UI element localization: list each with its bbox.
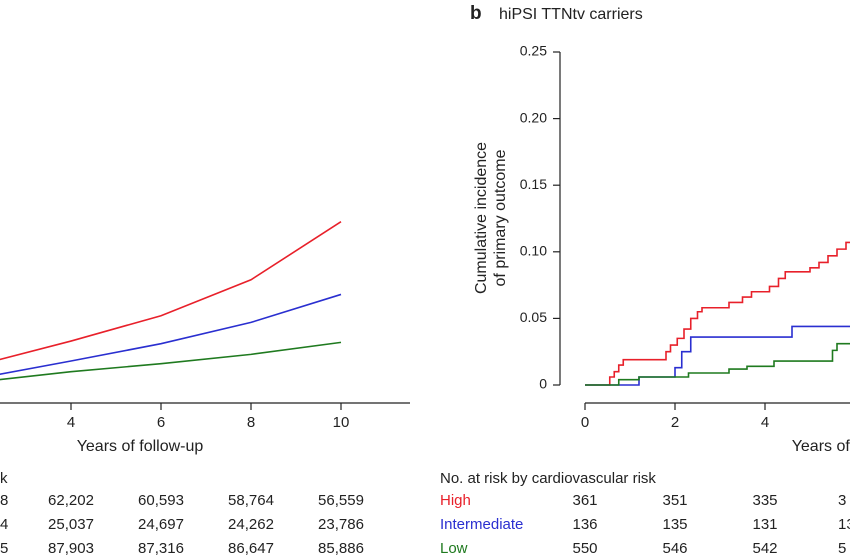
series-line — [585, 241, 850, 386]
risk-cell: 62,202 — [48, 492, 94, 509]
risk-cell: 13 — [838, 516, 850, 533]
risk-cell: 135 — [662, 516, 687, 533]
x-axis-label: Years of follow-up — [792, 438, 850, 455]
risk-cell: 23,786 — [318, 516, 364, 533]
y-axis-label: of primary outcome — [492, 149, 509, 286]
series-line — [585, 342, 850, 386]
y-axis-label: Cumulative incidence — [473, 142, 490, 294]
y-tick-label: 0.10 — [520, 243, 547, 259]
y-tick-label: 0 — [539, 376, 547, 392]
risk-cell: 361 — [572, 492, 597, 509]
y-tick-label: 0.05 — [520, 309, 547, 325]
x-tick-label: 4 — [761, 414, 769, 431]
risk-cell: 136 — [572, 516, 597, 533]
risk-cell: 56,559 — [318, 492, 364, 509]
risk-cell: 25,037 — [48, 516, 94, 533]
x-tick-label: 8 — [247, 414, 255, 431]
risk-cell: 351 — [662, 492, 687, 509]
risk-cell: 85,886 — [318, 540, 364, 557]
series-line — [585, 325, 850, 386]
y-tick-label: 0.20 — [520, 109, 547, 125]
risk-cell: 542 — [752, 540, 777, 557]
panel-title: hiPSI TTNtv carriers — [499, 6, 643, 23]
x-tick-label: 0 — [581, 414, 589, 431]
risk-cell: 3 — [838, 492, 846, 509]
risk-row-label: Low — [440, 540, 468, 557]
risk-cell: 87,903 — [48, 540, 94, 557]
risk-row-label: 4 — [0, 516, 8, 533]
risk-cell: 550 — [572, 540, 597, 557]
risk-row-label: High — [440, 492, 471, 509]
x-axis-label: Years of follow-up — [77, 438, 204, 455]
panel-label: b — [470, 3, 482, 24]
risk-table-title: k — [0, 470, 8, 487]
series-line — [0, 293, 342, 375]
risk-cell: 87,316 — [138, 540, 184, 557]
y-tick-label: 0.25 — [520, 43, 547, 59]
risk-cell: 24,262 — [228, 516, 274, 533]
risk-cell: 5 — [838, 540, 846, 557]
risk-cell: 60,593 — [138, 492, 184, 509]
risk-cell: 58,764 — [228, 492, 274, 509]
risk-table-title: No. at risk by cardiovascular risk — [440, 470, 656, 487]
risk-cell: 131 — [752, 516, 777, 533]
risk-row-label: 5 — [0, 540, 8, 557]
risk-cell: 86,647 — [228, 540, 274, 557]
series-line — [0, 221, 342, 361]
risk-cell: 546 — [662, 540, 687, 557]
series-line — [0, 341, 342, 381]
risk-cell: 335 — [752, 492, 777, 509]
risk-row-label: 8 — [0, 492, 8, 509]
risk-row-label: Intermediate — [440, 516, 523, 533]
risk-cell: 24,697 — [138, 516, 184, 533]
x-tick-label: 4 — [67, 414, 75, 431]
x-tick-label: 10 — [333, 414, 350, 431]
y-tick-label: 0.15 — [520, 176, 547, 192]
x-tick-label: 6 — [157, 414, 165, 431]
x-tick-label: 2 — [671, 414, 679, 431]
